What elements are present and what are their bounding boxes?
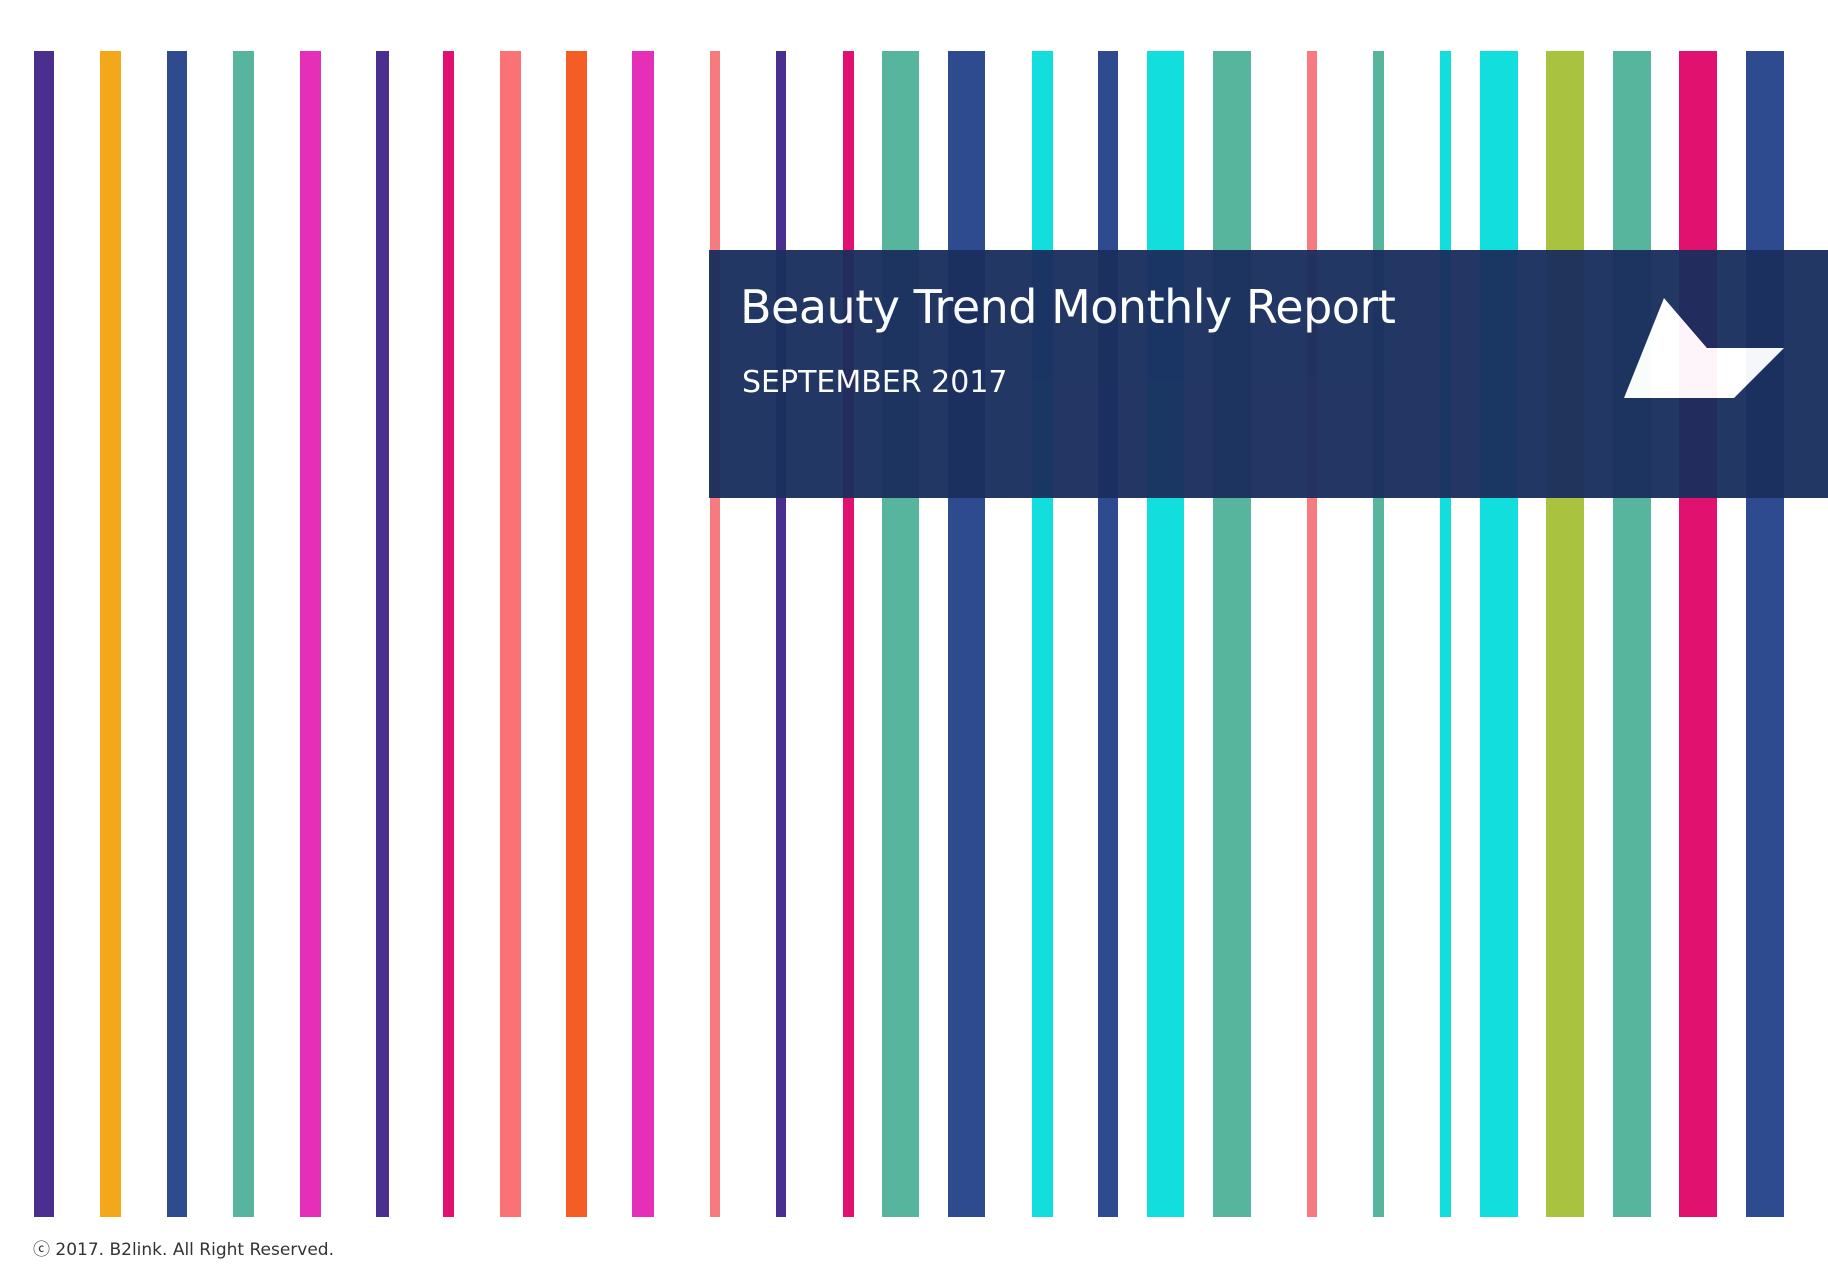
copyright-footer: ⓒ 2017. B2link. All Right Reserved. bbox=[33, 1240, 335, 1260]
report-date: SEPTEMBER 2017 bbox=[742, 365, 1008, 400]
title-banner: Beauty Trend Monthly Report SEPTEMBER 20… bbox=[709, 250, 1828, 498]
stripe bbox=[1213, 51, 1251, 1217]
stripe bbox=[1098, 51, 1118, 1217]
stripe bbox=[1032, 51, 1053, 1217]
stripe bbox=[1440, 51, 1451, 1217]
stripe bbox=[843, 51, 854, 1217]
b2link-logo-icon bbox=[1624, 298, 1784, 398]
stripe bbox=[376, 51, 389, 1217]
stripe bbox=[1307, 51, 1317, 1217]
stripe bbox=[566, 51, 587, 1217]
stripe bbox=[1746, 51, 1784, 1217]
stripe bbox=[233, 51, 254, 1217]
stripe bbox=[500, 51, 521, 1217]
stripe bbox=[167, 51, 187, 1217]
stripe bbox=[632, 51, 654, 1217]
stripe bbox=[776, 51, 786, 1217]
stripe bbox=[1480, 51, 1518, 1217]
stripe bbox=[710, 51, 720, 1217]
stripe bbox=[1679, 51, 1717, 1217]
stripe bbox=[100, 51, 121, 1217]
stripe bbox=[443, 51, 454, 1217]
stripe bbox=[948, 51, 985, 1217]
report-title: Beauty Trend Monthly Report bbox=[740, 280, 1396, 334]
stripe bbox=[1546, 51, 1584, 1217]
stripe bbox=[34, 51, 54, 1217]
stripe bbox=[300, 51, 321, 1217]
stripe bbox=[882, 51, 919, 1217]
stripe bbox=[1147, 51, 1184, 1217]
stripe bbox=[1613, 51, 1651, 1217]
stripe bbox=[1373, 51, 1384, 1217]
